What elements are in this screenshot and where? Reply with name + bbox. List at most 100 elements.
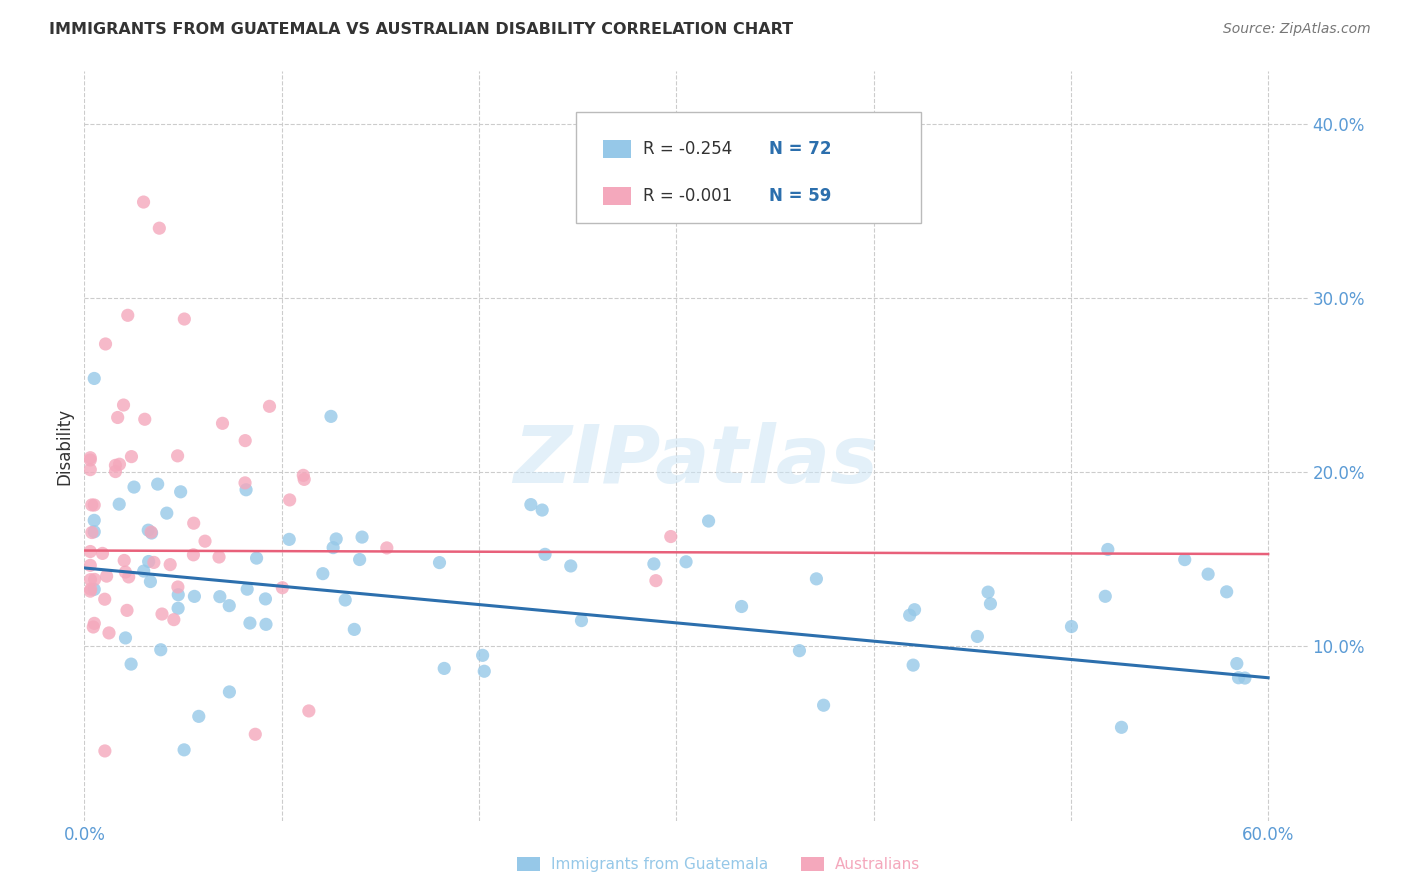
Point (1233, 671, 1256, 685)
Point (83, 582, 105, 597)
Point (571, 614, 593, 628)
Text: N = 59: N = 59 (769, 187, 831, 205)
Point (80, 525, 103, 540)
Point (82, 620, 104, 634)
Point (520, 498, 543, 512)
Text: R = -0.001: R = -0.001 (643, 187, 731, 205)
Point (977, 585, 1000, 599)
Point (156, 506, 179, 520)
Text: IMMIGRANTS FROM GUATEMALA VS AUSTRALIAN DISABILITY CORRELATION CHART: IMMIGRANTS FROM GUATEMALA VS AUSTRALIAN … (49, 22, 793, 37)
Point (120, 657, 142, 672)
Point (94, 337, 117, 351)
Y-axis label: Disability: Disability (55, 408, 73, 484)
Point (335, 593, 357, 607)
Point (806, 572, 828, 586)
Point (531, 503, 554, 517)
Point (325, 532, 347, 546)
Point (115, 603, 138, 617)
Point (183, 516, 205, 531)
Point (83, 524, 105, 539)
Point (173, 743, 195, 757)
Point (187, 709, 209, 723)
Point (104, 458, 127, 473)
Point (236, 582, 259, 597)
Point (83, 573, 105, 587)
Point (79, 463, 101, 477)
Point (146, 477, 169, 491)
Point (136, 523, 159, 537)
Text: Immigrants from Guatemala: Immigrants from Guatemala (551, 857, 769, 871)
Point (233, 475, 256, 490)
Point (659, 530, 682, 544)
Point (254, 617, 277, 632)
Point (208, 590, 231, 604)
Point (120, 450, 142, 464)
Point (83, 371, 105, 385)
Point (114, 565, 136, 579)
Point (167, 580, 190, 594)
Point (118, 570, 141, 584)
Point (643, 557, 665, 571)
Point (167, 601, 190, 615)
Point (114, 631, 136, 645)
Point (148, 221, 170, 235)
Point (245, 727, 267, 741)
Point (80, 498, 103, 512)
Point (80, 582, 103, 597)
Point (194, 534, 217, 549)
Point (98, 626, 121, 640)
Point (112, 553, 135, 567)
Point (132, 564, 155, 578)
Point (79, 544, 101, 558)
Point (132, 195, 155, 210)
Point (966, 630, 988, 644)
Point (278, 533, 301, 547)
Point (218, 685, 240, 699)
Text: ZIPatlas: ZIPatlas (513, 422, 879, 500)
Point (644, 574, 666, 588)
Point (150, 607, 173, 621)
Point (901, 658, 924, 673)
Point (138, 555, 160, 569)
Point (149, 642, 172, 657)
Point (898, 608, 921, 623)
Point (1111, 720, 1133, 734)
Point (1215, 584, 1237, 599)
Point (375, 541, 398, 555)
Point (813, 698, 835, 713)
Point (163, 613, 186, 627)
Point (218, 599, 240, 613)
Point (235, 483, 257, 497)
Point (183, 590, 205, 604)
Point (104, 465, 127, 479)
Point (108, 497, 131, 511)
Point (141, 526, 163, 541)
Point (429, 556, 451, 570)
Point (675, 555, 697, 569)
Point (319, 409, 342, 424)
Point (292, 468, 315, 483)
Point (83, 616, 105, 631)
Point (349, 552, 371, 566)
Point (117, 308, 139, 322)
Point (166, 449, 188, 463)
Point (79, 450, 101, 465)
Point (1174, 552, 1197, 566)
Point (139, 574, 162, 589)
Text: Australians: Australians (835, 857, 921, 871)
Point (259, 400, 281, 414)
Text: N = 72: N = 72 (769, 140, 831, 158)
Point (312, 566, 335, 581)
Point (1197, 567, 1219, 582)
Point (94, 744, 117, 758)
Point (245, 551, 267, 566)
Point (79, 584, 101, 599)
Point (93, 592, 115, 607)
Text: Source: ZipAtlas.com: Source: ZipAtlas.com (1223, 22, 1371, 37)
Point (298, 704, 321, 718)
Point (233, 434, 256, 448)
Point (271, 581, 294, 595)
Point (471, 648, 494, 663)
Point (211, 417, 233, 431)
Point (472, 665, 495, 679)
